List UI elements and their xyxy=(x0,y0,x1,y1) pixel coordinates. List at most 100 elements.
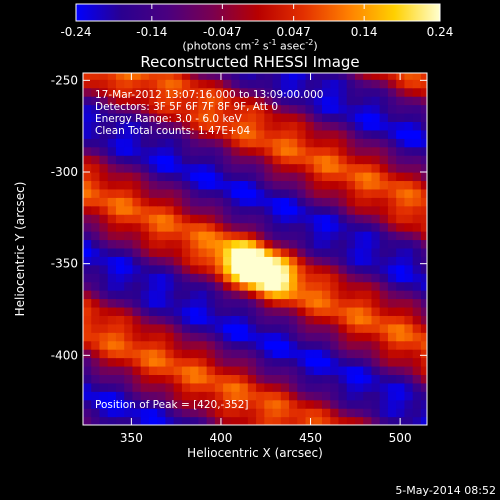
heatmap-cell xyxy=(231,138,241,148)
heatmap-cell xyxy=(223,408,232,418)
x-tick-label: 400 xyxy=(210,431,233,445)
heatmap-cell xyxy=(247,382,257,392)
heatmap-cell xyxy=(239,315,249,325)
heatmap-cell xyxy=(412,121,422,131)
heatmap-cell xyxy=(371,121,381,131)
heatmap-cell xyxy=(322,222,331,232)
heatmap-cell xyxy=(198,264,208,274)
heatmap-cell xyxy=(206,332,216,342)
heatmap-cell xyxy=(379,349,389,359)
heatmap-cell xyxy=(322,231,331,241)
heatmap-cell xyxy=(124,281,134,291)
heatmap-cell xyxy=(247,306,257,316)
heatmap-cell xyxy=(313,87,323,97)
heatmap-cell xyxy=(420,104,427,114)
heatmap-cell xyxy=(157,290,167,300)
heatmap-cell xyxy=(387,121,397,131)
heatmap-cell xyxy=(280,332,290,342)
heatmap-cell xyxy=(214,188,224,198)
heatmap-cell xyxy=(313,231,323,241)
heatmap-cell xyxy=(115,121,125,131)
heatmap-cell xyxy=(420,281,427,291)
heatmap-cell xyxy=(239,146,249,156)
heatmap-cell xyxy=(206,306,216,316)
heatmap-cell xyxy=(264,290,274,300)
heatmap-cell xyxy=(379,231,389,241)
heatmap-cell xyxy=(140,129,150,139)
heatmap-cell xyxy=(223,306,232,316)
heatmap-cell xyxy=(157,129,167,139)
heatmap-cell xyxy=(231,315,241,325)
heatmap-cell xyxy=(214,281,224,291)
heatmap-cell xyxy=(91,340,101,350)
heatmap-cell xyxy=(124,163,134,173)
heatmap-cell xyxy=(91,323,101,333)
heatmap-cell xyxy=(124,340,134,350)
heatmap-cell xyxy=(379,416,389,425)
heatmap-cell xyxy=(107,281,117,291)
heatmap-cell xyxy=(305,365,315,375)
heatmap-cell xyxy=(223,357,232,367)
heatmap-cell xyxy=(190,264,199,274)
heatmap-cell xyxy=(420,365,427,375)
heatmap-cell xyxy=(412,197,422,207)
heatmap-cell xyxy=(420,155,427,165)
heatmap-cell xyxy=(354,104,364,114)
heatmap-cell xyxy=(354,332,364,342)
heatmap-cell xyxy=(165,155,175,165)
heatmap-cell xyxy=(412,104,422,114)
heatmap-cell xyxy=(115,197,125,207)
heatmap-cell xyxy=(181,231,191,241)
heatmap-cell xyxy=(305,205,315,215)
heatmap-cell xyxy=(338,247,348,257)
heatmap-cell xyxy=(387,163,397,173)
heatmap-cell xyxy=(379,112,389,122)
heatmap-cell xyxy=(83,332,92,342)
heatmap-cell xyxy=(280,264,290,274)
heatmap-cell xyxy=(371,281,381,291)
heatmap-cell xyxy=(412,315,422,325)
plot-frame xyxy=(82,72,428,426)
heatmap-cell xyxy=(289,256,298,266)
heatmap-cell xyxy=(420,188,427,198)
heatmap-cell xyxy=(313,180,323,190)
heatmap-cell xyxy=(148,256,158,266)
heatmap-cell xyxy=(223,290,232,300)
heatmap-cell xyxy=(181,205,191,215)
heatmap-cell xyxy=(289,365,298,375)
heatmap-cell xyxy=(420,146,427,156)
heatmap-cell xyxy=(115,79,125,89)
heatmap-cell xyxy=(346,197,356,207)
heatmap-cell xyxy=(280,365,290,375)
heatmap-cell xyxy=(354,79,364,89)
heatmap-cell xyxy=(346,188,356,198)
heatmap-cell xyxy=(412,214,422,224)
heatmap-cell xyxy=(305,163,315,173)
heatmap-cell xyxy=(124,138,134,148)
heatmap-cell xyxy=(190,79,199,89)
heatmap-cell xyxy=(264,112,274,122)
heatmap-cell xyxy=(99,247,109,257)
heatmap-cell xyxy=(107,357,117,367)
heatmap-cell xyxy=(124,112,134,122)
heatmap-cell xyxy=(256,273,265,283)
heatmap-cell xyxy=(354,374,364,384)
heatmap-cell xyxy=(396,214,406,224)
heatmap-cell xyxy=(404,163,414,173)
heatmap-cell xyxy=(322,129,331,139)
heatmap-cell xyxy=(305,188,315,198)
heatmap-cell xyxy=(256,197,265,207)
heatmap-cell xyxy=(124,298,134,308)
heatmap-cell xyxy=(379,264,389,274)
heatmap-cell xyxy=(190,197,199,207)
heatmap-cell xyxy=(396,298,406,308)
heatmap-cell xyxy=(256,129,265,139)
heatmap-cell xyxy=(83,121,92,131)
heatmap-cell xyxy=(322,357,331,367)
heatmap-cell xyxy=(330,399,340,409)
heatmap-cell xyxy=(99,365,109,375)
heatmap-cell xyxy=(181,112,191,122)
heatmap-cell xyxy=(223,247,232,257)
heatmap-cell xyxy=(256,290,265,300)
heatmap-cell xyxy=(305,281,315,291)
